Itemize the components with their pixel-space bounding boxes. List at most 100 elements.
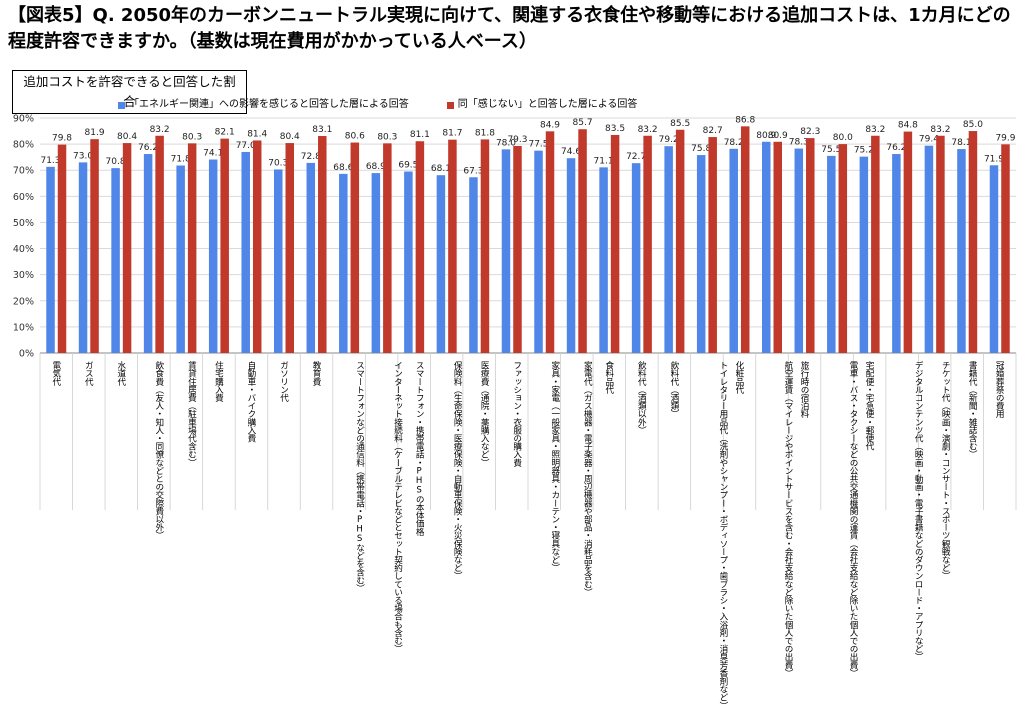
data-label-series2: 85.7 <box>573 118 593 128</box>
x-tick-label: スマートフォンなどの通信料（携帯電話・PHSなどを含む） <box>354 361 365 592</box>
bar-series2 <box>513 145 522 353</box>
x-tick-label: 食料品代 <box>603 361 614 394</box>
data-label-series1: 69.5 <box>398 161 418 171</box>
data-label-series1: 73.0 <box>73 151 93 161</box>
data-label-series2: 79.9 <box>995 133 1015 143</box>
y-tick-label: 70% <box>13 166 34 177</box>
data-label-series2: 81.7 <box>442 129 462 139</box>
bar-series2 <box>578 129 587 353</box>
bar-series2 <box>773 141 782 353</box>
y-tick-label: 50% <box>13 218 34 229</box>
x-tick-label: 教育費 <box>311 361 322 386</box>
y-tick-label: 20% <box>13 296 34 307</box>
bar-series2 <box>155 135 164 353</box>
data-label-series1: 77.5 <box>528 140 548 150</box>
chart-title: 【図表5】Q. 2050年のカーボンニュートラル実現に向けて、関連する衣食住や移… <box>8 5 1011 52</box>
bar-series2 <box>1001 144 1010 353</box>
x-tick-label: 冠婚葬祭の費用 <box>994 361 1005 418</box>
bar-series2 <box>383 143 392 353</box>
data-label-series2: 79.3 <box>507 135 527 145</box>
bar-series1 <box>957 149 966 353</box>
data-label-series1: 72.8 <box>301 152 321 162</box>
bar-series2 <box>122 143 132 353</box>
data-label-series1: 75.2 <box>854 146 874 156</box>
x-tick-label: 電気代 <box>50 361 61 386</box>
bar-series1 <box>892 154 901 353</box>
data-label-series2: 86.8 <box>735 115 755 125</box>
data-label-series2: 80.6 <box>345 132 365 142</box>
x-tick-label: 保険料（生命保険・医療保険・自動車保険・火災保険など） <box>452 361 463 580</box>
y-tick-label: 40% <box>13 244 34 255</box>
data-label-series1: 78.1 <box>951 138 971 148</box>
bar-series1 <box>501 149 511 353</box>
data-label-series1: 71.3 <box>40 156 60 166</box>
x-tick-label: 航空運賃（マイレージやポイントサービスを含む・会社支給など除いた個人での出費） <box>783 361 793 677</box>
y-tick-label: 90% <box>13 114 34 125</box>
bar-series1 <box>729 148 738 353</box>
bar-series1 <box>274 169 283 353</box>
data-label-series1: 68.1 <box>431 164 451 174</box>
y-tick-label: 10% <box>13 322 34 333</box>
bar-series1 <box>859 156 869 353</box>
data-label-series2: 82.7 <box>703 126 723 136</box>
legend: 「エネルギー関連」への影響を感じると回答した層による回答 同「感じない」と回答し… <box>118 99 637 111</box>
data-label-series1: 78.0 <box>496 138 516 148</box>
bar-series2 <box>708 137 717 353</box>
bar-series2 <box>90 139 99 353</box>
data-label-series1: 71.8 <box>171 155 191 165</box>
x-tick-label: 飲料代（酒類以外） <box>636 361 647 434</box>
x-tick-label: 医療費（通院・薬購入など） <box>479 361 490 467</box>
bar-series1 <box>241 151 250 353</box>
data-label-series2: 81.1 <box>410 130 430 140</box>
bar-series1 <box>46 166 55 353</box>
bar-series2 <box>57 144 67 353</box>
x-tick-label: 化粧品代 <box>733 361 744 394</box>
data-label-series1: 78.3 <box>789 138 809 148</box>
legend-label-series2: 同「感じない」と回答した層による回答 <box>457 99 638 110</box>
x-tick-label: 飲料代（酒類） <box>668 361 679 418</box>
data-label-series1: 74.6 <box>561 147 581 157</box>
data-label-series2: 85.0 <box>963 120 983 130</box>
x-tick-label: デジタルコンテンツ代（映画・動画・電子書籍などのダウンロード・アプリなど） <box>913 361 924 661</box>
bar-series2 <box>610 134 620 353</box>
data-label-series2: 84.9 <box>540 120 560 130</box>
data-label-series1: 78.2 <box>724 138 744 148</box>
bar-series1 <box>371 173 381 353</box>
data-label-series2: 82.3 <box>800 127 820 137</box>
chart-subtitle: 追加コストを許容できると回答した割合 <box>12 70 247 114</box>
legend-item-series2: 同「感じない」と回答した層による回答 <box>446 99 638 111</box>
x-tick-label: 書籍代（新聞・雑誌含む） <box>967 361 978 459</box>
bar-series1 <box>762 141 771 353</box>
data-label-series2: 84.8 <box>898 121 918 131</box>
x-tick-label: 旅行時の宿泊料 <box>799 361 810 418</box>
bar-series1 <box>306 162 316 353</box>
bar-series1 <box>631 163 641 353</box>
bar-series2 <box>838 144 848 353</box>
bar-series1 <box>111 168 120 353</box>
y-tick-label: 0% <box>19 349 34 360</box>
data-label-series2: 81.4 <box>247 129 267 139</box>
y-tick-label: 60% <box>13 192 34 203</box>
bar-series2 <box>545 131 555 353</box>
bar-chart: 0% 10% 20% 30% 40% 50% 60% 70% 80% 90% 71.3 73.0 70.… <box>13 114 1017 510</box>
data-label-series2: 83.2 <box>865 125 885 135</box>
data-label-series1: 76.2 <box>886 143 906 153</box>
bar-series1 <box>469 177 478 353</box>
data-label-series1: 79.2 <box>659 135 679 145</box>
data-label-series2: 80.3 <box>377 132 397 142</box>
x-tick-label: 電車・バス・タクシーなどの公共交通機関の運賃（会社支給など除いた個人での出費） <box>848 361 859 677</box>
bar-series1 <box>664 146 673 353</box>
bar-series2 <box>480 139 490 353</box>
data-label-series2: 80.4 <box>280 132 300 142</box>
x-tick-label: ガス代 <box>83 361 94 386</box>
bar-series1 <box>143 154 153 353</box>
bar-series1 <box>176 165 185 353</box>
bar-series1 <box>78 162 88 353</box>
data-label-series2: 80.0 <box>833 133 853 143</box>
bar-series2 <box>968 131 978 353</box>
data-label-series1: 71.1 <box>594 156 614 166</box>
bar-series2 <box>643 135 652 353</box>
legend-item-series1: 「エネルギー関連」への影響を感じると回答した層による回答 <box>118 99 409 111</box>
y-tick-label: 30% <box>13 270 34 281</box>
bar-series2 <box>220 138 229 353</box>
